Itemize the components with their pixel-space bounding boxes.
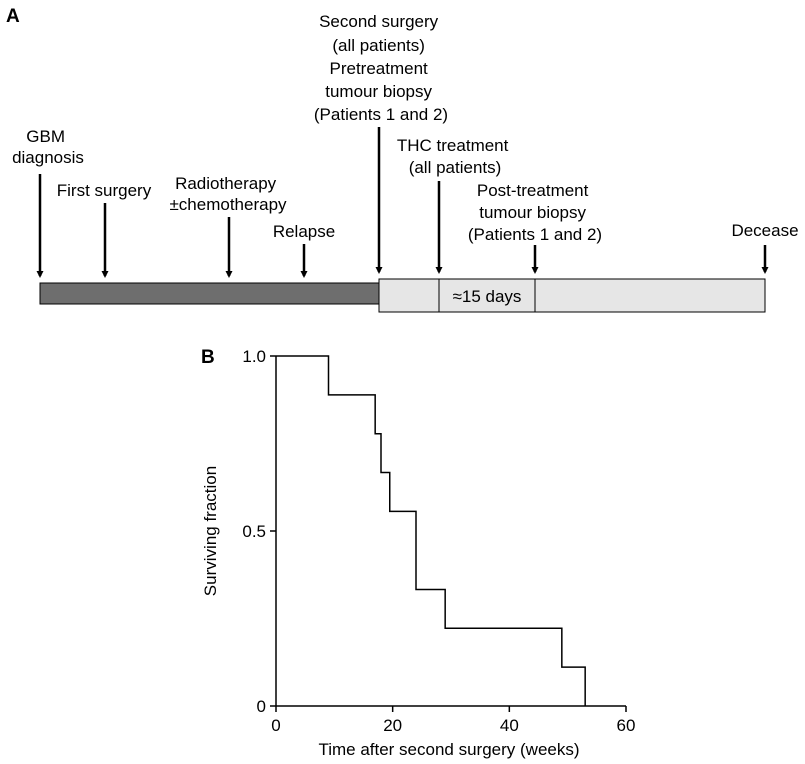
label-first-surgery: First surgery (57, 181, 152, 200)
panel-a-label: A (6, 6, 20, 27)
y-tick-label: 1.0 (242, 347, 266, 366)
y-ticks: 0 0.5 1.0 (242, 347, 276, 716)
panel-b-label: B (201, 347, 215, 368)
y-axis-label: Surviving fraction (201, 466, 220, 596)
survival-curve-line (276, 355, 586, 706)
y-tick-label: 0.5 (242, 522, 266, 541)
x-tick-label: 40 (500, 716, 519, 735)
x-axis-label: Time after second surgery (weeks) (318, 740, 579, 759)
y-tick-label: 0 (257, 697, 266, 716)
label-relapse: Relapse (273, 222, 335, 241)
label-radiotherapy: Radiotherapy ±chemotherapy (169, 174, 287, 214)
x-tick-label: 0 (271, 716, 280, 735)
label-thc-treatment: THC treatment (all patients) (397, 136, 513, 177)
label-gbm-diagnosis: GBM diagnosis (12, 127, 84, 167)
label-post-treatment-biopsy: Post-treatment tumour biopsy (Patients 1… (468, 181, 602, 244)
x-tick-label: 20 (383, 716, 402, 735)
interval-label: ≈15 days (453, 287, 522, 306)
x-ticks: 0 20 40 60 (271, 706, 635, 735)
panel-b: B 0 20 40 60 0 0.5 1.0 Time after second surg… (201, 347, 635, 759)
pre-phase-bar (39, 282, 380, 305)
x-tick-label: 60 (617, 716, 636, 735)
label-decease: Decease (731, 221, 798, 240)
post-phase-bar (378, 278, 766, 313)
label-second-surgery: Second surgery (all patients) Pretreatme… (314, 12, 448, 124)
panel-a: A ≈15 days GBM diagnosis First surgery R… (6, 6, 799, 313)
